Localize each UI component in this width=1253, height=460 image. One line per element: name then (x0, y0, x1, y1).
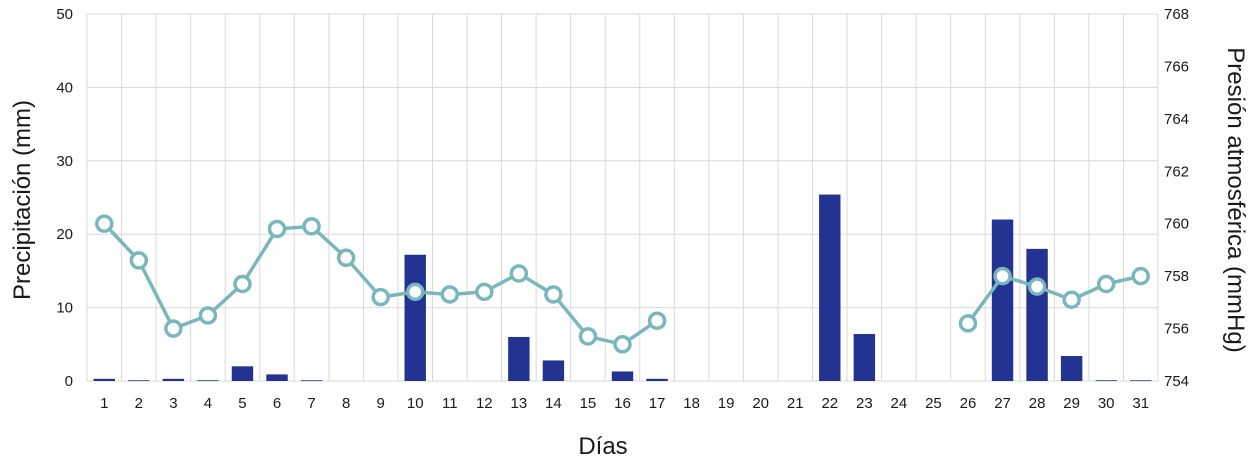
pressure-line (102, 222, 659, 347)
precipitation-bar (197, 380, 219, 382)
pressure-point (613, 335, 632, 354)
precipitation-bar (542, 360, 565, 381)
x-tick-label: 28 (1029, 395, 1046, 412)
y-right-tick-label: 766 (1164, 58, 1189, 75)
precipitation-bar (231, 366, 254, 381)
x-tick-label: 14 (545, 395, 562, 412)
y-left-tick-label: 10 (56, 300, 73, 317)
x-tick-label: 26 (960, 395, 977, 412)
pressure-point (475, 282, 494, 302)
precipitation-bar (646, 378, 668, 381)
pressure-point (509, 264, 529, 283)
y-left-tick-label: 40 (56, 79, 73, 96)
precipitation-bar (162, 378, 185, 381)
x-tick-label: 20 (752, 395, 769, 412)
precipitation-bar (404, 254, 426, 381)
pressure-point (1131, 266, 1150, 286)
x-tick-label: 31 (1132, 395, 1149, 412)
precipitation-bar (508, 336, 530, 381)
x-tick-label: 6 (273, 395, 281, 412)
y-right-tick-label: 754 (1164, 373, 1189, 390)
precipitation-bar (611, 371, 634, 381)
precipitation-bar (1095, 380, 1117, 382)
x-tick-label: 9 (376, 395, 384, 412)
x-tick-label: 16 (614, 395, 631, 412)
precipitation-series (93, 194, 1152, 382)
precipitation-bar (1130, 380, 1152, 382)
pressure-series (95, 214, 1150, 354)
x-tick-label: 3 (169, 395, 177, 412)
pressure-point (267, 219, 287, 239)
pressure-point (371, 287, 390, 307)
y-left-tick-label: 0 (65, 373, 73, 390)
precipitation-bar (93, 378, 115, 381)
x-tick-label: 15 (580, 395, 597, 412)
x-tick-label: 29 (1063, 395, 1080, 412)
pressure-point (95, 214, 114, 233)
y-right-tick-label: 762 (1164, 163, 1189, 180)
pressure-point (993, 266, 1012, 286)
y-right-tick-label: 756 (1164, 321, 1189, 338)
y-left-tick-label: 20 (56, 226, 73, 243)
x-tick-label: 13 (511, 395, 528, 412)
x-tick-label: 2 (135, 395, 143, 412)
y-axis-right-title: Presión atmosférica (mmHg) (1222, 47, 1249, 352)
y-right-tick-label: 768 (1164, 6, 1189, 23)
pressure-point (336, 248, 356, 268)
x-tick-label: 19 (718, 395, 735, 412)
grid (86, 13, 1159, 382)
x-tick-label: 27 (994, 395, 1011, 412)
pressure-point (440, 285, 460, 304)
pressure-point (405, 282, 425, 302)
precipitation-bar (1060, 356, 1083, 381)
x-tick-label: 8 (342, 395, 350, 412)
y-axis-left-title: Precipitación (mm) (9, 100, 36, 300)
x-tick-label: 23 (856, 395, 873, 412)
x-tick-label: 12 (476, 395, 493, 412)
precipitation-bar (266, 374, 288, 381)
x-tick-label: 17 (649, 395, 666, 412)
x-tick-label: 10 (407, 395, 424, 412)
y-right-tick-label: 760 (1164, 216, 1189, 233)
pressure-point (958, 314, 978, 333)
x-tick-label: 5 (238, 395, 246, 412)
pressure-point (302, 217, 321, 236)
y-left-tick-label: 30 (56, 153, 73, 170)
x-tick-label: 25 (925, 395, 942, 412)
precipitation-bar (853, 334, 876, 381)
precipitation-bar (819, 194, 841, 381)
x-tick-label: 1 (100, 395, 108, 412)
pressure-point (233, 274, 252, 294)
precipitation-bar (991, 219, 1014, 381)
x-tick-label: 18 (683, 395, 700, 412)
pressure-point (129, 251, 149, 270)
pressure-point (578, 327, 598, 346)
precipitation-bar (128, 380, 150, 382)
x-tick-label: 22 (821, 395, 838, 412)
pressure-point (544, 285, 563, 304)
precipitation-bar (300, 380, 323, 382)
pressure-point (164, 319, 183, 338)
pressure-point (1027, 277, 1047, 296)
x-tick-label: 30 (1098, 395, 1115, 412)
pressure-point (1062, 290, 1081, 309)
pressure-point (1096, 274, 1116, 294)
y-right-tick-label: 764 (1164, 111, 1189, 128)
x-tick-label: 11 (442, 395, 458, 412)
y-left-tick-label: 50 (56, 6, 73, 23)
x-axis-title: Días (578, 433, 627, 460)
x-tick-label: 7 (307, 395, 315, 412)
y-right-tick-label: 758 (1164, 268, 1189, 285)
pressure-point (198, 306, 218, 325)
precipitation-bar (1026, 248, 1048, 381)
pressure-point (647, 311, 667, 330)
x-tick-label: 24 (891, 395, 908, 412)
x-tick-label: 21 (787, 395, 804, 412)
x-tick-label: 4 (204, 395, 212, 412)
